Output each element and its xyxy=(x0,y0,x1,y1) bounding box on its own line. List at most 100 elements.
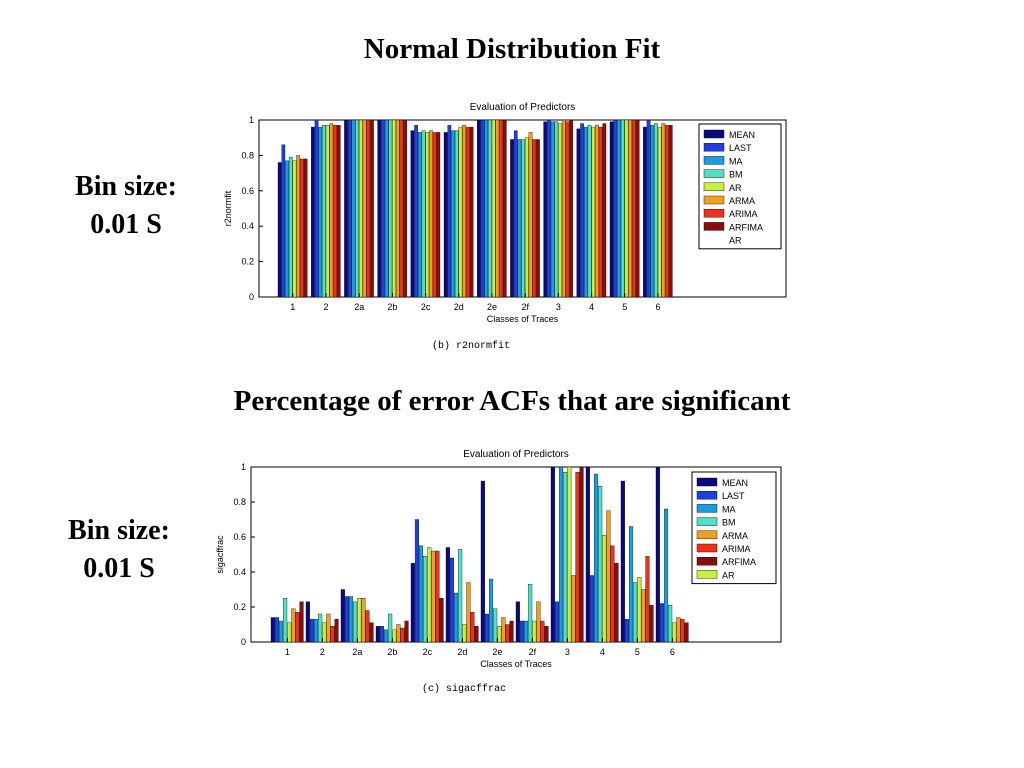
bar xyxy=(305,601,310,643)
bar xyxy=(427,547,432,643)
x-tick-label: 2 xyxy=(323,302,328,312)
bar xyxy=(414,125,418,298)
bar xyxy=(326,613,331,643)
bar xyxy=(632,119,636,298)
bar xyxy=(425,132,430,298)
bar xyxy=(384,629,389,643)
bar xyxy=(436,132,441,298)
bar xyxy=(366,119,371,298)
bar xyxy=(565,121,570,298)
bar xyxy=(353,601,358,643)
bar xyxy=(620,119,625,298)
bar xyxy=(477,119,481,298)
bar xyxy=(404,620,409,643)
bar xyxy=(369,622,374,643)
bar xyxy=(359,119,363,298)
x-tick-label: 2c xyxy=(421,302,431,312)
bar xyxy=(598,126,603,298)
bar xyxy=(591,126,596,298)
bar xyxy=(365,610,370,643)
bar xyxy=(435,550,440,643)
bar xyxy=(641,589,646,643)
bar xyxy=(515,601,520,643)
x-tick-label: 5 xyxy=(635,647,640,657)
bar xyxy=(274,617,279,643)
bar xyxy=(470,612,475,643)
bar xyxy=(624,619,629,643)
bar xyxy=(423,556,428,643)
bar xyxy=(392,119,396,298)
bar xyxy=(576,128,581,298)
legend-swatch xyxy=(696,491,718,500)
bar xyxy=(281,144,286,298)
y-axis-label: r2normfit xyxy=(223,190,233,226)
bar xyxy=(561,119,566,298)
bar xyxy=(598,486,603,643)
bar xyxy=(528,132,533,298)
bar xyxy=(649,605,654,643)
legend-swatch xyxy=(703,129,725,139)
caption-r2normfit: (b) r2normfit xyxy=(432,341,511,352)
x-tick-label: 2b xyxy=(387,647,397,657)
legend-entry: LAST xyxy=(722,491,745,501)
legend-swatch xyxy=(703,169,725,178)
bar xyxy=(672,622,677,643)
x-tick-label: 2d xyxy=(454,302,464,312)
bar xyxy=(432,132,437,298)
bar xyxy=(525,137,529,298)
bar xyxy=(554,121,559,298)
bar xyxy=(454,130,459,298)
bar xyxy=(587,125,592,298)
bar xyxy=(357,598,362,643)
bar xyxy=(388,613,393,643)
bar xyxy=(488,119,492,298)
bar xyxy=(550,121,555,298)
bar xyxy=(418,132,422,298)
legend: MEAN LAST MA BM ARMA ARIMA ARFIMA AR xyxy=(691,471,777,585)
bar xyxy=(396,624,401,643)
legend-swatch xyxy=(696,543,718,553)
bin-size-label-line2: 0.01 S xyxy=(90,209,162,240)
x-tick-label: 1 xyxy=(290,302,295,312)
legend-entry: MA xyxy=(722,504,736,514)
bar xyxy=(484,119,489,298)
bar xyxy=(635,119,640,298)
bar xyxy=(355,119,359,298)
bar xyxy=(528,584,533,643)
bar xyxy=(410,563,415,643)
bar xyxy=(628,119,632,298)
bar xyxy=(451,130,455,298)
bar xyxy=(646,119,651,298)
y-tick-label: 0 xyxy=(241,637,246,647)
sigacffrac-chart: Evaluation of Predictors 0 0.2 0.4 0.6 0.8 1 si… xyxy=(215,449,782,669)
bar xyxy=(318,126,323,298)
bar xyxy=(559,466,564,643)
bar xyxy=(657,126,662,298)
legend-entry: AR xyxy=(722,570,735,580)
bar xyxy=(414,519,419,643)
bin-size-label-bottom: Bin size: 0.01 S xyxy=(45,512,193,588)
bar xyxy=(299,601,304,643)
bar xyxy=(349,596,354,643)
bar xyxy=(458,126,463,298)
bar xyxy=(458,549,463,643)
legend-entry: MEAN xyxy=(729,130,755,140)
legend-swatch xyxy=(703,208,725,218)
bar xyxy=(466,126,470,298)
bar xyxy=(554,601,559,643)
legend-entry: LAST xyxy=(729,143,752,153)
bar xyxy=(493,608,498,643)
bar xyxy=(392,629,397,643)
bar xyxy=(595,125,599,298)
bar xyxy=(462,125,466,298)
bar xyxy=(489,578,494,643)
bar xyxy=(613,119,618,298)
bar xyxy=(517,139,522,298)
x-tick-label: 2e xyxy=(487,302,497,312)
bar xyxy=(344,596,349,643)
y-tick-label: 0 xyxy=(249,292,254,302)
x-tick-label: 3 xyxy=(556,302,561,312)
bar xyxy=(330,626,335,643)
bar xyxy=(495,119,500,298)
bar xyxy=(311,126,315,298)
